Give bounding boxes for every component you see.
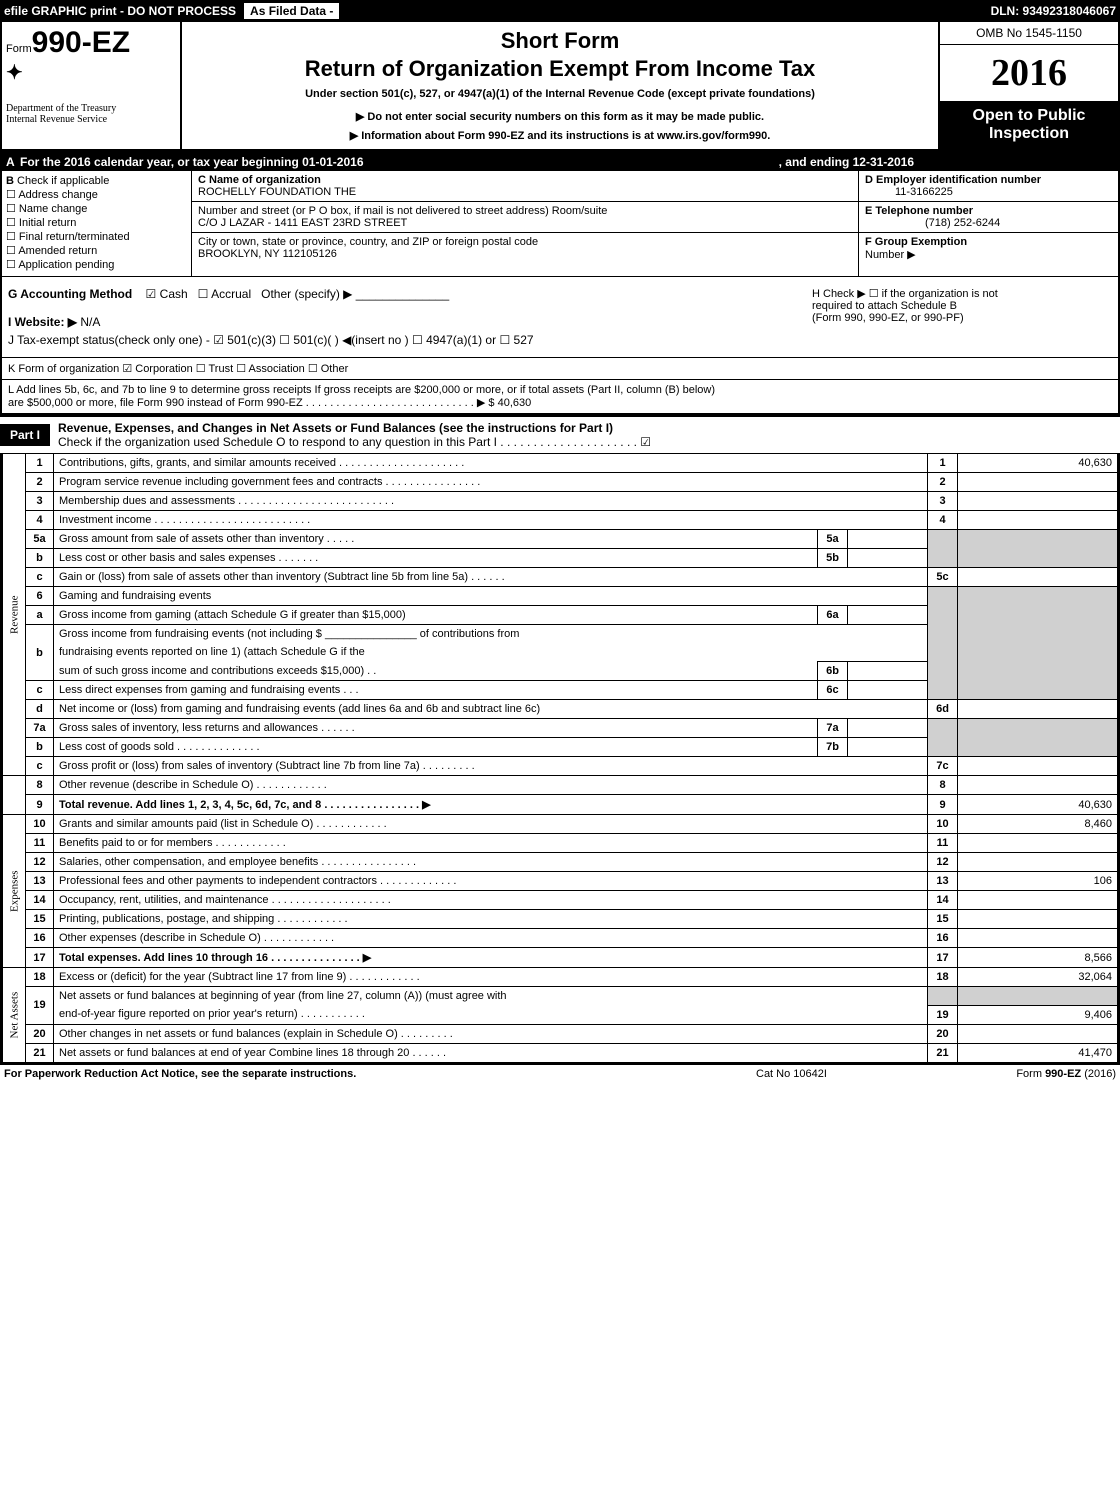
treasury-eagle-icon: ✦ <box>6 60 176 85</box>
open-to-public: Open to Public Inspection <box>940 101 1118 149</box>
dept-treasury: Department of the Treasury <box>6 103 176 114</box>
expenses-side-label: Expenses <box>3 815 26 968</box>
info-box: A For the 2016 calendar year, or tax yea… <box>0 151 1120 415</box>
top-bar: efile GRAPHIC print - DO NOT PROCESS As … <box>0 0 1120 22</box>
col-b-checkboxes: B Check if applicable ☐ Address change ☐… <box>2 171 192 276</box>
form-header: Form990-EZ ✦ Department of the Treasury … <box>0 22 1120 151</box>
form-title-2: Return of Organization Exempt From Incom… <box>192 56 928 82</box>
form-subtitle: Under section 501(c), 527, or 4947(a)(1)… <box>192 88 928 100</box>
row-a: A For the 2016 calendar year, or tax yea… <box>2 153 1118 171</box>
form-note-2: ▶ Information about Form 990-EZ and its … <box>192 129 928 142</box>
dln-label: DLN: 93492318046067 <box>991 4 1116 18</box>
form-note-1: ▶ Do not enter social security numbers o… <box>192 110 928 123</box>
dept-irs: Internal Revenue Service <box>6 114 176 125</box>
efile-label: efile GRAPHIC print - DO NOT PROCESS <box>4 4 236 18</box>
row-k: K Form of organization ☑ Corporation ☐ T… <box>2 357 1118 379</box>
form-number: 990-EZ <box>32 26 130 59</box>
net-assets-side-label: Net Assets <box>3 968 26 1063</box>
form-title-1: Short Form <box>192 28 928 54</box>
col-c-org-info: C Name of organization ROCHELLY FOUNDATI… <box>192 171 858 276</box>
part1-table: Revenue 1Contributions, gifts, grants, a… <box>0 453 1120 1065</box>
form-prefix: Form <box>6 43 32 55</box>
omb-number: OMB No 1545-1150 <box>940 22 1118 45</box>
tax-year: 2016 <box>940 45 1118 101</box>
col-def: D Employer identification number 11-3166… <box>858 171 1118 276</box>
part1-header: Part I Revenue, Expenses, and Changes in… <box>0 415 1120 453</box>
page-footer: For Paperwork Reduction Act Notice, see … <box>0 1065 1120 1083</box>
row-l: L Add lines 5b, 6c, and 7b to line 9 to … <box>2 379 1118 413</box>
revenue-side-label: Revenue <box>3 454 26 776</box>
row-g-accounting: G Accounting Method ☑ Cash ☐ Accrual Oth… <box>2 276 1118 357</box>
as-filed-label: As Filed Data - <box>244 3 339 19</box>
